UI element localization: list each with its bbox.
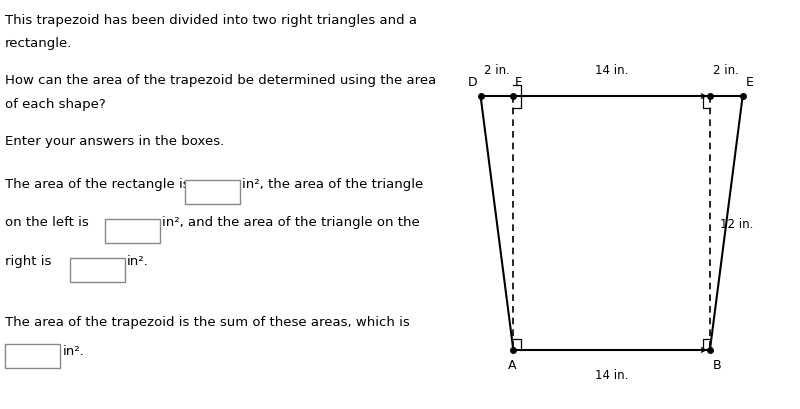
Text: of each shape?: of each shape? [5,97,106,110]
Text: A: A [507,358,516,371]
Text: The area of the rectangle is: The area of the rectangle is [5,177,190,190]
Text: How can the area of the trapezoid be determined using the area: How can the area of the trapezoid be det… [5,74,436,87]
Text: 2 in.: 2 in. [714,64,739,76]
FancyBboxPatch shape [70,258,125,282]
Text: in².: in². [62,344,84,357]
FancyBboxPatch shape [185,181,240,204]
Text: E: E [746,76,754,89]
Text: 14 in.: 14 in. [595,64,628,76]
Text: 2 in.: 2 in. [484,64,510,76]
Text: This trapezoid has been divided into two right triangles and a: This trapezoid has been divided into two… [5,14,417,27]
Text: in², and the area of the triangle on the: in², and the area of the triangle on the [162,216,420,229]
FancyBboxPatch shape [5,344,60,368]
Text: D: D [468,76,478,89]
Text: 14 in.: 14 in. [595,368,628,381]
Text: Enter your answers in the boxes.: Enter your answers in the boxes. [5,135,224,148]
Text: on the left is: on the left is [5,216,89,229]
Text: The area of the trapezoid is the sum of these areas, which is: The area of the trapezoid is the sum of … [5,315,410,328]
Text: in², the area of the triangle: in², the area of the triangle [242,177,424,190]
Text: rectangle.: rectangle. [5,37,72,50]
Text: B: B [713,358,722,371]
Text: right is: right is [5,255,51,268]
FancyBboxPatch shape [105,220,160,243]
Text: F: F [515,76,522,89]
Text: in².: in². [127,255,149,268]
Text: 12 in.: 12 in. [720,217,753,230]
